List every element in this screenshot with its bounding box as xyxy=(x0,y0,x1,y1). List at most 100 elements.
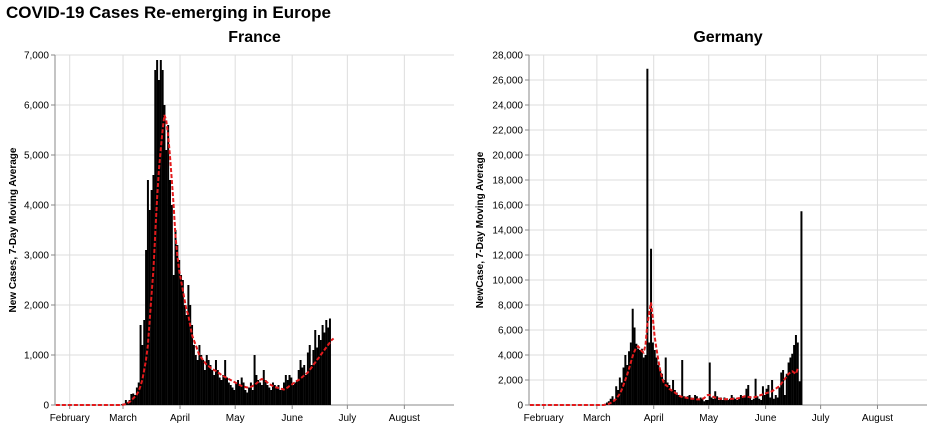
germany-bar xyxy=(644,355,647,405)
france-ytick-label: 1,000 xyxy=(24,351,49,362)
germany-bar xyxy=(648,342,651,405)
germany-bar xyxy=(710,397,713,405)
germany-bar xyxy=(719,397,722,405)
germany-bar xyxy=(780,372,783,405)
germany-bar xyxy=(723,397,726,405)
france-bar xyxy=(169,180,171,405)
france-bar xyxy=(214,360,217,405)
france-bar xyxy=(290,377,293,405)
germany-bar xyxy=(664,357,667,405)
france-bar xyxy=(253,355,256,405)
france-bar xyxy=(275,387,278,405)
france-moving-average-line xyxy=(55,114,335,406)
france-bar xyxy=(143,320,146,405)
france-bar xyxy=(220,380,223,405)
france-xtick-label: June xyxy=(281,413,303,424)
germany-bar xyxy=(717,400,720,405)
france-bar xyxy=(237,380,240,405)
germany-bar xyxy=(769,397,772,405)
france-bar xyxy=(306,352,309,405)
germany-bar xyxy=(776,397,779,405)
france-bar xyxy=(301,367,304,405)
germany-ytick-label: 26,000 xyxy=(492,76,523,87)
germany-bar xyxy=(727,400,730,405)
germany-ytick-label: 8,000 xyxy=(498,301,523,312)
germany-bar xyxy=(772,398,775,405)
france-bar xyxy=(134,395,137,405)
france-bar xyxy=(240,377,243,405)
germany-bar xyxy=(683,396,686,405)
germany-bar xyxy=(787,362,790,405)
france-bar xyxy=(246,392,249,405)
france-bar xyxy=(231,387,234,405)
france-bar xyxy=(170,205,173,405)
germany-bar xyxy=(633,327,636,405)
france-bar xyxy=(327,327,330,405)
france-bar xyxy=(205,355,208,405)
france-y-axis-label: New Cases, 7-Day Moving Average xyxy=(8,147,19,312)
france-bar xyxy=(194,355,197,405)
france-bar xyxy=(238,385,241,405)
germany-bar xyxy=(655,357,658,405)
germany-bar xyxy=(668,385,671,405)
germany-bar xyxy=(743,397,746,405)
france-bar xyxy=(270,390,273,405)
france-chart: France 0 1,000 2,000 3,000 4,000 5,000 6,000 7,0… xyxy=(8,29,454,424)
france-bar xyxy=(145,250,148,405)
germany-bar xyxy=(626,365,629,405)
france-bar xyxy=(192,345,195,405)
germany-xtick-label: March xyxy=(583,413,611,424)
germany-bar xyxy=(745,388,748,405)
france-bar xyxy=(255,375,258,405)
france-bar xyxy=(299,360,302,405)
germany-bar xyxy=(657,365,660,405)
france-bar xyxy=(308,345,311,405)
france-bar xyxy=(156,60,159,405)
germany-bar xyxy=(741,396,744,405)
france-bar xyxy=(161,70,164,405)
france-bar xyxy=(159,60,162,405)
germany-bar xyxy=(771,380,774,405)
germany-bar xyxy=(695,396,698,405)
france-bar xyxy=(292,385,295,405)
germany-bar xyxy=(796,342,799,405)
germany-xtick-label: April xyxy=(644,413,664,424)
germany-ytick-label: 12,000 xyxy=(492,251,523,262)
germany-bar xyxy=(703,401,706,405)
france-ytick-label: 2,000 xyxy=(24,301,49,312)
germany-bar xyxy=(758,398,761,405)
france-bar xyxy=(203,370,206,405)
france-bar xyxy=(277,385,280,405)
germany-bar xyxy=(732,397,735,405)
germany-bar xyxy=(794,335,797,405)
france-bar xyxy=(266,385,269,405)
germany-bar xyxy=(701,398,704,405)
france-bar xyxy=(226,377,228,405)
france-bar xyxy=(183,305,186,405)
germany-bar xyxy=(613,400,616,405)
germany-bar xyxy=(629,342,632,405)
france-bar xyxy=(295,380,298,405)
germany-bar xyxy=(767,385,770,405)
germany-bar xyxy=(738,398,741,405)
germany-ytick-label: 20,000 xyxy=(492,151,523,162)
france-bar xyxy=(202,360,205,405)
france-bar xyxy=(185,315,188,405)
france-bar xyxy=(135,387,138,405)
germany-bar xyxy=(785,373,788,405)
germany-y-axis-label: NewCase, 7-Day Moving Average xyxy=(475,151,486,308)
france-bar xyxy=(187,285,190,405)
germany-bar xyxy=(728,398,731,405)
france-bar xyxy=(244,390,247,405)
france-bar xyxy=(167,125,170,405)
germany-bar xyxy=(639,350,642,405)
france-bar xyxy=(273,385,276,405)
germany-bar xyxy=(628,351,631,405)
france-bar xyxy=(257,380,260,405)
france-bar xyxy=(130,394,133,405)
germany-ytick-label: 24,000 xyxy=(492,101,523,112)
germany-ytick-label: 6,000 xyxy=(498,326,523,337)
france-bar xyxy=(191,325,194,405)
france-bar xyxy=(124,400,127,405)
france-bar xyxy=(222,375,225,405)
